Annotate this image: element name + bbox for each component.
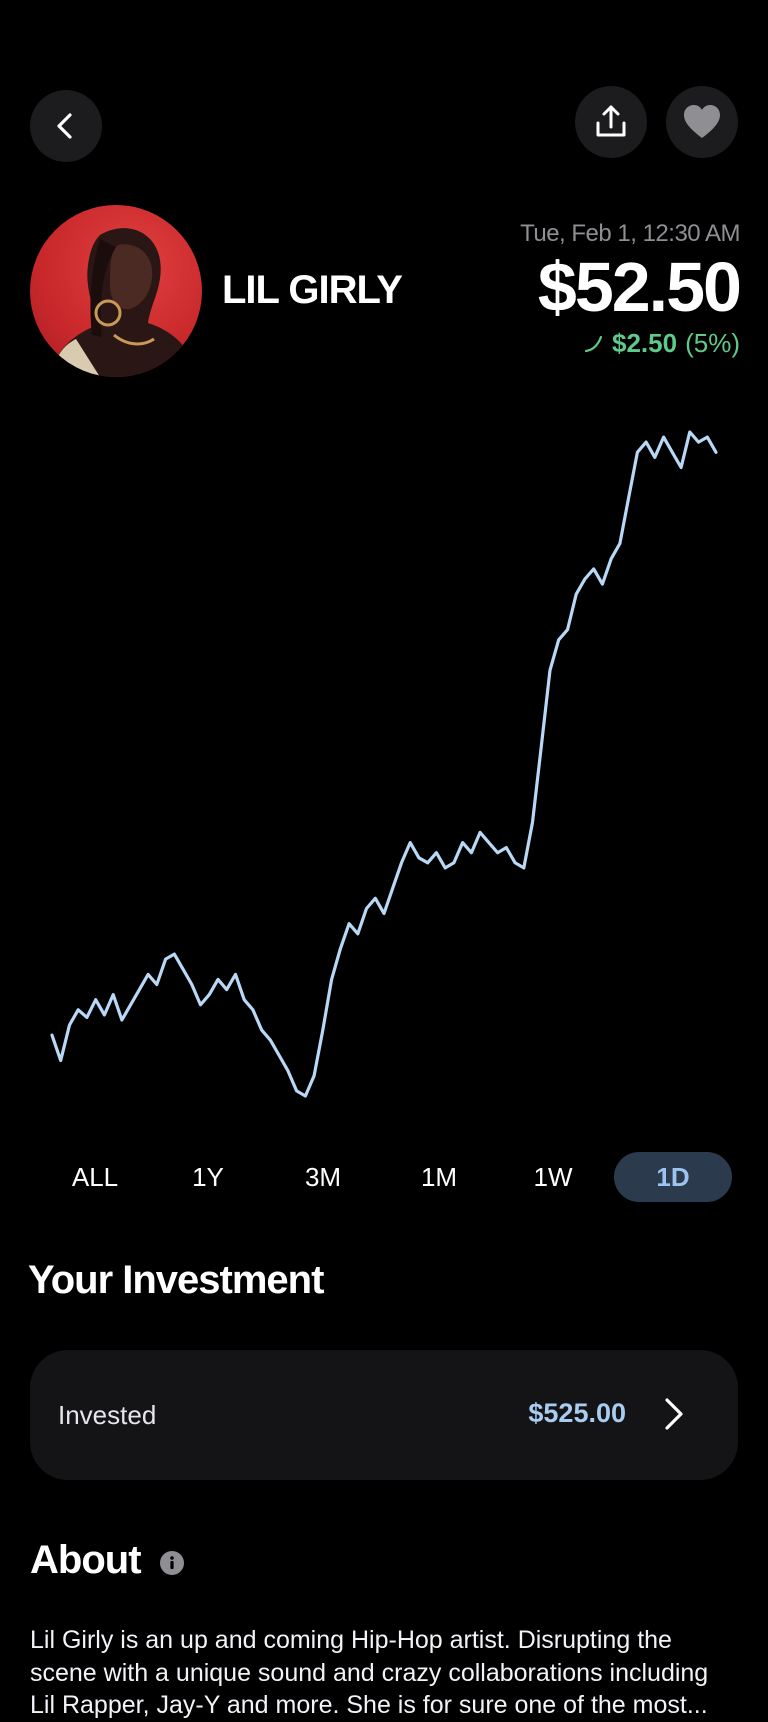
- price-change-percent: (5%): [685, 328, 740, 358]
- tab-3m[interactable]: 3M: [304, 1162, 342, 1192]
- share-button[interactable]: [575, 86, 647, 158]
- trend-up-icon: [584, 335, 603, 352]
- heart-icon: [684, 105, 720, 138]
- price-change: $2.50 (5%): [520, 328, 740, 359]
- chevron-left-icon: [57, 113, 72, 139]
- investment-title: Your Investment: [28, 1258, 324, 1302]
- info-icon[interactable]: [160, 1551, 184, 1575]
- price-chart[interactable]: [0, 420, 768, 1120]
- favorite-button[interactable]: [666, 86, 738, 158]
- chevron-right-icon: [665, 1398, 683, 1430]
- info-glyph: [170, 1556, 174, 1569]
- range-tabs: ALL 1Y 3M 1M 1W 1D: [0, 1152, 768, 1202]
- share-icon: [596, 105, 626, 137]
- price-line: [50, 430, 718, 1098]
- invested-value: $525.00: [528, 1398, 626, 1428]
- back-button[interactable]: [30, 90, 102, 162]
- price-date: Tue, Feb 1, 12:30 AM: [520, 220, 740, 247]
- artist-photo: [50, 228, 200, 377]
- price-change-amount: $2.50: [612, 328, 678, 358]
- invested-label: Invested: [58, 1400, 157, 1430]
- price-summary: Tue, Feb 1, 12:30 AM $52.50 $2.50 (5%): [520, 220, 742, 359]
- avatar: [30, 205, 202, 377]
- tab-1w[interactable]: 1W: [533, 1162, 573, 1192]
- tab-all[interactable]: ALL: [71, 1162, 119, 1192]
- tab-1d[interactable]: 1D: [614, 1152, 732, 1202]
- invested-card[interactable]: Invested $525.00: [30, 1350, 738, 1480]
- artist-name: LIL GIRLY: [222, 268, 403, 312]
- price-value: $52.50: [537, 248, 742, 326]
- tab-1m[interactable]: 1M: [420, 1162, 458, 1192]
- about-title: About: [30, 1538, 142, 1582]
- tab-1y[interactable]: 1Y: [192, 1162, 224, 1192]
- about-text: Lil Girly is an up and coming Hip-Hop ar…: [30, 1626, 709, 1719]
